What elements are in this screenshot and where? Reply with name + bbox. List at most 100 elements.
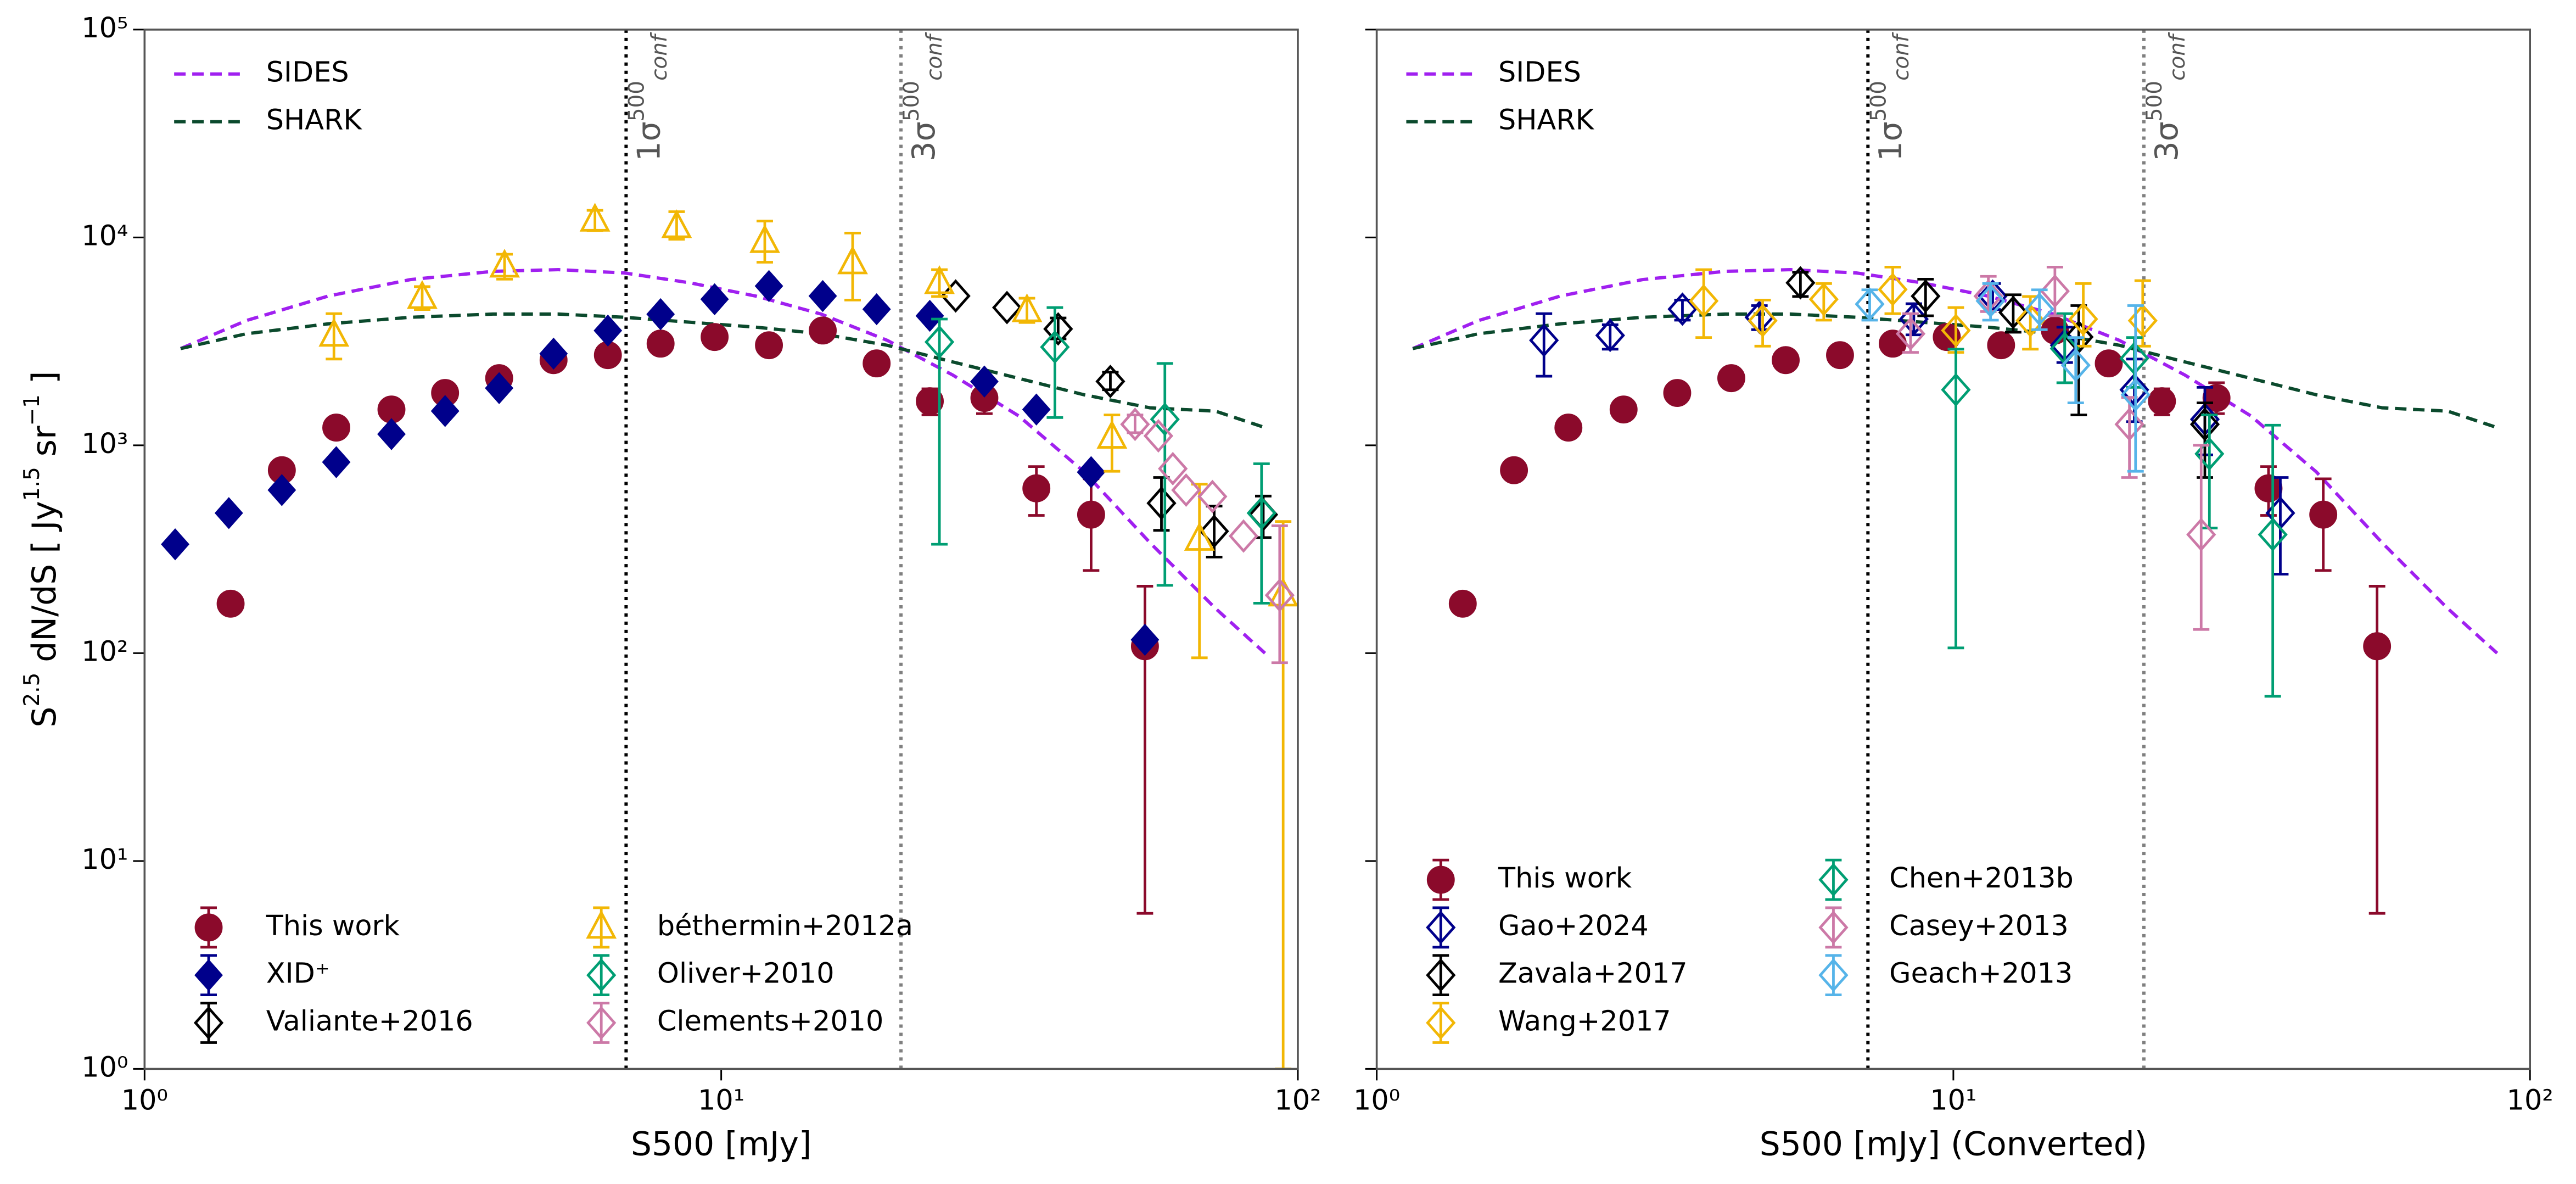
marker [916, 387, 944, 416]
model-line [1412, 312, 2498, 429]
marker [646, 329, 675, 358]
marker [1941, 314, 1971, 348]
marker [1130, 623, 1160, 656]
y-tick-label: 10⁰ [81, 1051, 128, 1083]
plot-area [1412, 266, 2499, 915]
marker [194, 913, 223, 942]
marker [1199, 514, 1229, 548]
marker [1748, 304, 1778, 338]
error-bar [2264, 423, 2281, 698]
legend-item: béthermin+2012a [586, 906, 913, 949]
y-axis-label: S2.5 dN/dS [ Jy1.5 sr−1 ] [19, 371, 63, 728]
label-sup: 500 [899, 81, 924, 121]
marker [1077, 456, 1106, 488]
label-sub: conf [647, 32, 672, 81]
label-part: ] [25, 371, 63, 394]
legend-label: This work [1498, 862, 1632, 894]
legend-item: Zavala+2017 [1426, 954, 1688, 997]
marker [755, 331, 783, 360]
marker [809, 316, 837, 345]
marker [924, 265, 955, 294]
marker [1448, 589, 1477, 618]
marker [1184, 522, 1215, 551]
superscript: 2.5 [19, 673, 44, 707]
superscript: −1 [19, 394, 44, 426]
marker [216, 589, 245, 618]
marker [2120, 378, 2151, 412]
marker [1785, 266, 1816, 300]
marker [700, 283, 729, 316]
marker [267, 474, 296, 506]
marker [593, 314, 623, 347]
marker [1667, 292, 1698, 326]
legend-item: This work [194, 906, 400, 949]
marker [940, 279, 971, 313]
label-base: 3σ [906, 121, 942, 161]
marker [1146, 486, 1177, 520]
marker [2258, 517, 2288, 551]
legend-label: This work [266, 909, 400, 942]
marker [862, 293, 891, 326]
marker [485, 372, 514, 404]
marker [1426, 1006, 1456, 1040]
marker [1022, 393, 1051, 426]
legend-label: Zavala+2017 [1498, 957, 1688, 990]
label-part: sr [25, 426, 63, 467]
marker [1998, 295, 2029, 329]
legend-label: Chen+2013b [1889, 862, 2074, 894]
legend-label: béthermin+2012a [657, 909, 913, 942]
marker [1264, 578, 1295, 612]
label-sup: 500 [2142, 81, 2166, 121]
marker [1975, 284, 2006, 318]
label-base: 1σ [631, 121, 667, 161]
marker [1663, 379, 1692, 407]
marker [586, 958, 617, 992]
error-bar [2272, 476, 2289, 576]
legend-item: Gao+2024 [1426, 906, 1649, 949]
marker [1426, 911, 1456, 945]
label-sup: 500 [624, 81, 649, 121]
marker [377, 418, 406, 450]
marker [2095, 349, 2123, 378]
marker [701, 323, 729, 351]
marker [2064, 320, 2094, 354]
marker [1818, 863, 1849, 897]
error-bar [1271, 524, 1288, 664]
marker [1895, 317, 1926, 351]
marker [2363, 632, 2392, 661]
marker [1077, 500, 1105, 529]
marker [1808, 282, 1839, 316]
x-axis-label: S500 [mJy] [631, 1125, 811, 1164]
marker [2254, 474, 2283, 502]
marker [322, 414, 350, 442]
marker [2068, 302, 2098, 336]
x-tick-label: 10² [1274, 1084, 1321, 1116]
marker [1595, 319, 1625, 353]
error-bar [414, 285, 430, 311]
marker [161, 528, 190, 561]
vline-label: 3σ500conf [2142, 32, 2189, 161]
axes-frame [143, 29, 1299, 1070]
marker [2024, 292, 2054, 326]
label-base: 1σ [1873, 121, 1909, 161]
y-tick-label: 10¹ [81, 843, 128, 875]
vline-label: 1σ500conf [1866, 32, 1914, 161]
model-line [180, 312, 1266, 429]
legend-item: Valiante+2016 [193, 1002, 473, 1044]
marker [1826, 341, 1854, 370]
label-sub: conf [2165, 32, 2189, 81]
legend-label: SIDES [266, 56, 349, 88]
error-bar [2193, 444, 2210, 631]
marker [1143, 419, 1174, 453]
marker [1818, 958, 1849, 992]
legend-label: XID⁺ [266, 957, 330, 990]
y-tick-label: 10⁵ [81, 12, 128, 44]
x-axis-label: S500 [mJy] (Converted) [1760, 1125, 2147, 1164]
marker [1689, 284, 1719, 318]
error-bar [1253, 462, 1270, 605]
marker [1500, 456, 1528, 484]
marker [924, 325, 955, 359]
marker [2189, 407, 2220, 442]
marker [646, 298, 675, 331]
